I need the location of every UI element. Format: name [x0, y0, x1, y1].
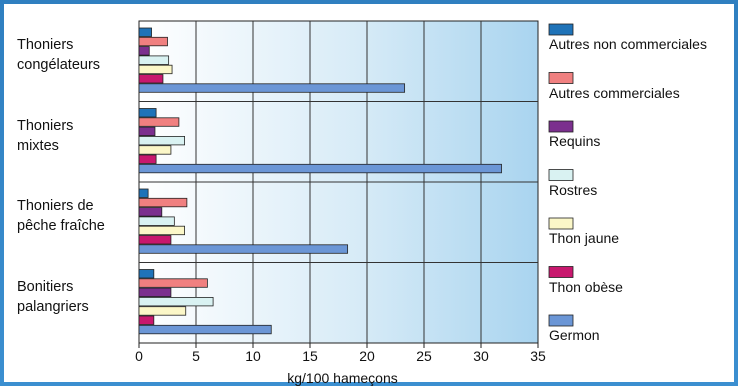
x-tick-label: 25 [416, 348, 432, 364]
bar [138, 197, 188, 208]
legend-label: Thon obèse [549, 278, 623, 295]
x-tick-label: 30 [473, 348, 489, 364]
bar [138, 36, 168, 47]
bar-chart: 0 5 10 15 20 25 30 35 [135, 20, 574, 364]
x-tick-label: 35 [530, 348, 546, 364]
bar [138, 296, 214, 307]
x-tick-label: 5 [192, 348, 200, 364]
x-tick-label: 15 [302, 348, 318, 364]
legend-label: Autres commerciales [549, 84, 680, 101]
bar [138, 27, 152, 37]
x-tick-label: 10 [245, 348, 261, 364]
legend-label: Thon jaune [549, 230, 620, 246]
bar [138, 163, 502, 174]
legend-label: Rostres [549, 181, 598, 198]
bar [138, 117, 180, 127]
x-axis-label: kg/100 hameçons [287, 370, 398, 386]
category-label: Thoniers mixtes [17, 117, 74, 154]
category-label: Thoniers de pêche fraîche [17, 198, 105, 235]
bar [138, 74, 164, 84]
legend-label: Germon [549, 327, 600, 343]
bar [138, 207, 163, 217]
gridlines [139, 21, 538, 343]
bar [138, 188, 149, 198]
bar [138, 235, 172, 245]
chart-panel: 0 5 10 15 20 25 30 35 Thoniers congélateurs Thon… [4, 4, 734, 386]
x-tick-label: 0 [135, 348, 143, 364]
bar [138, 225, 185, 236]
bar [138, 154, 157, 164]
bar [138, 126, 156, 136]
bar [138, 216, 175, 226]
legend [548, 23, 574, 327]
bar [138, 46, 150, 56]
category-label: Thoniers congélateurs [17, 37, 101, 74]
x-axis: 0 5 10 15 20 25 30 35 [135, 343, 546, 364]
legend-swatch [548, 217, 574, 230]
bar [138, 55, 170, 65]
bar [138, 306, 187, 316]
bars [138, 27, 502, 335]
legend-swatch [548, 72, 574, 84]
category-label: Bonitiers palangriers [17, 278, 89, 315]
bar [138, 64, 173, 75]
x-tick-label: 20 [359, 348, 375, 364]
bar [138, 287, 172, 298]
bar [138, 315, 155, 325]
bar [138, 324, 272, 335]
legend-label: Autres non commerciales [549, 36, 707, 52]
bar [138, 145, 172, 155]
bar [138, 83, 406, 93]
legend-swatch [548, 314, 574, 327]
legend-label: Requins [549, 133, 601, 149]
bar [138, 269, 155, 279]
bar [138, 244, 349, 254]
bar [138, 135, 185, 146]
legend-swatch [548, 120, 574, 133]
legend-swatch [548, 169, 574, 181]
legend-swatch [548, 23, 574, 36]
bar [138, 108, 157, 118]
legend-swatch [548, 266, 574, 278]
bar [138, 278, 208, 288]
